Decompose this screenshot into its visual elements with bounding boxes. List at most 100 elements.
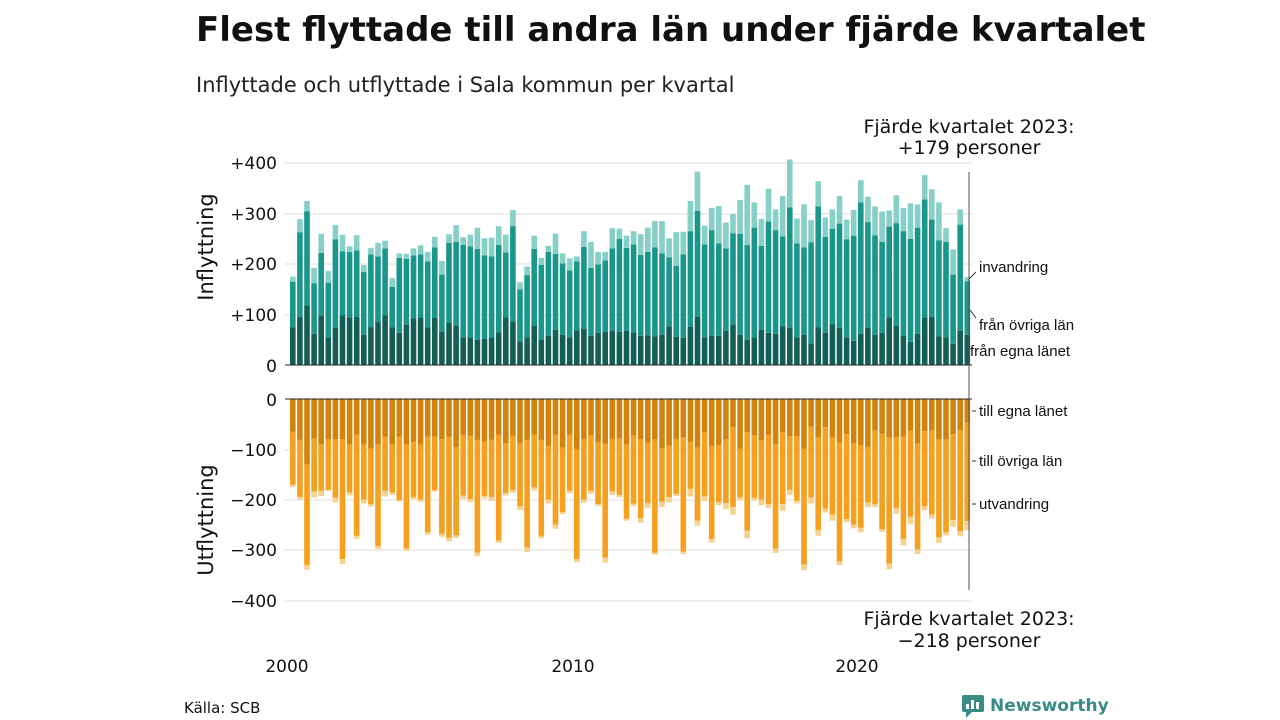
in-bar-egna-5	[325, 337, 332, 365]
out-bar-ovriga-48	[630, 435, 637, 504]
in-bar-ovriga-59	[708, 230, 715, 336]
in-bar-egna-75	[822, 332, 829, 365]
out-bars	[290, 399, 971, 571]
in-bar-invandring-1	[297, 219, 303, 233]
out-bar-ovriga-73	[808, 426, 814, 498]
in-bar-egna-87	[907, 341, 914, 365]
out-bar-utvandring-34	[531, 487, 537, 491]
in-bar-invandring-7	[339, 234, 346, 252]
in-bar-egna-74	[815, 327, 821, 366]
in-bar-invandring-73	[808, 220, 814, 243]
newsworthy-logo[interactable]: Newsworthy	[962, 695, 1109, 718]
out-annotation-line2: −218 personer	[898, 630, 1041, 652]
in-bar-ovriga-39	[566, 270, 573, 338]
out-bar-utvandring-45	[609, 491, 616, 495]
out-bar-ovriga-76	[829, 437, 836, 515]
in-bar-invandring-15	[396, 253, 403, 258]
in-bar-invandring-62	[730, 214, 736, 234]
out-ytick-2: −200	[230, 491, 277, 511]
out-bar-egna-9	[353, 399, 360, 435]
in-bar-invandring-16	[403, 253, 410, 259]
in-bar-ovriga-27	[481, 255, 488, 339]
in-ytick-2: +200	[230, 255, 277, 275]
in-bar-egna-19	[424, 327, 431, 366]
out-bar-egna-93	[950, 399, 956, 435]
out-bar-ovriga-56	[687, 441, 694, 489]
out-bar-ovriga-30	[503, 443, 509, 493]
out-bar-ovriga-24	[460, 434, 466, 496]
out-bar-egna-20	[432, 399, 438, 437]
out-bar-ovriga-75	[822, 427, 829, 509]
in-bar-egna-71	[794, 337, 800, 365]
in-bar-invandring-12	[375, 242, 381, 257]
out-bar-utvandring-11	[368, 504, 374, 507]
in-bar-ovriga-84	[886, 226, 892, 318]
in-bar-ovriga-94	[957, 224, 963, 331]
in-bar-invandring-79	[850, 209, 857, 236]
out-bar-utvandring-77	[836, 561, 843, 566]
in-bar-ovriga-48	[630, 244, 637, 333]
in-bar-invandring-88	[914, 204, 921, 228]
in-bar-ovriga-88	[914, 227, 921, 334]
in-bar-invandring-8	[346, 246, 353, 252]
out-bar-ovriga-72	[801, 448, 807, 565]
out-bar-ovriga-54	[673, 439, 679, 494]
in-bar-invandring-48	[630, 231, 637, 245]
out-bar-ovriga-95	[964, 422, 971, 522]
in-bar-invandring-20	[432, 236, 438, 248]
out-bar-utvandring-27	[481, 495, 488, 499]
out-bar-ovriga-64	[744, 432, 750, 531]
out-bar-utvandring-93	[950, 520, 956, 527]
out-bar-egna-23	[453, 399, 459, 447]
out-bar-egna-28	[488, 399, 495, 440]
out-bar-egna-64	[744, 399, 750, 433]
out-bar-egna-73	[808, 399, 814, 427]
in-bar-ovriga-35	[538, 265, 545, 340]
in-bar-ovriga-28	[488, 256, 495, 338]
in-bar-invandring-65	[751, 202, 758, 228]
out-bar-utvandring-61	[723, 503, 729, 510]
out-bar-ovriga-23	[453, 446, 459, 536]
in-bar-ovriga-95	[964, 281, 971, 335]
out-bar-egna-42	[588, 399, 594, 436]
in-annotation-line1: Fjärde kvartalet 2023:	[863, 116, 1074, 138]
out-bar-ovriga-45	[609, 439, 616, 492]
out-bar-ovriga-26	[474, 439, 481, 553]
out-bar-ovriga-3	[311, 438, 317, 492]
out-bar-egna-32	[517, 399, 523, 444]
in-bar-ovriga-58	[701, 244, 708, 338]
in-bar-ovriga-21	[439, 274, 445, 332]
newsworthy-logo-icon	[962, 695, 984, 718]
out-bar-egna-30	[503, 399, 509, 444]
in-bar-invandring-23	[453, 225, 459, 242]
out-bar-egna-89	[921, 399, 928, 432]
out-bar-egna-25	[467, 399, 474, 436]
out-bar-egna-56	[687, 399, 694, 442]
out-bar-utvandring-71	[794, 500, 800, 504]
out-bar-utvandring-40	[574, 559, 580, 563]
in-bar-egna-81	[865, 327, 871, 365]
out-bar-egna-8	[346, 399, 353, 445]
in-bar-invandring-3	[311, 268, 317, 284]
in-bar-ovriga-25	[467, 246, 474, 338]
in-bar-ovriga-51	[652, 247, 658, 337]
in-bar-egna-90	[929, 317, 935, 365]
out-bar-egna-52	[659, 399, 665, 448]
in-bar-egna-72	[801, 334, 807, 365]
in-bar-egna-70	[787, 327, 793, 365]
in-bar-ovriga-80	[858, 202, 864, 334]
in-bar-egna-25	[467, 337, 474, 365]
in-bar-invandring-58	[701, 225, 708, 245]
out-bar-ovriga-93	[950, 434, 956, 521]
in-bar-invandring-52	[659, 221, 665, 254]
out-bar-egna-53	[666, 399, 672, 446]
out-bar-utvandring-29	[495, 540, 502, 543]
in-bar-ovriga-46	[616, 238, 623, 332]
out-bar-utvandring-87	[907, 516, 914, 525]
out-bar-utvandring-65	[751, 497, 758, 501]
in-bar-invandring-77	[836, 195, 843, 224]
in-bar-ovriga-2	[304, 211, 310, 306]
out-bar-ovriga-80	[858, 444, 864, 528]
in-bar-egna-21	[439, 331, 445, 365]
label-till-egna: till egna länet	[979, 403, 1068, 420]
